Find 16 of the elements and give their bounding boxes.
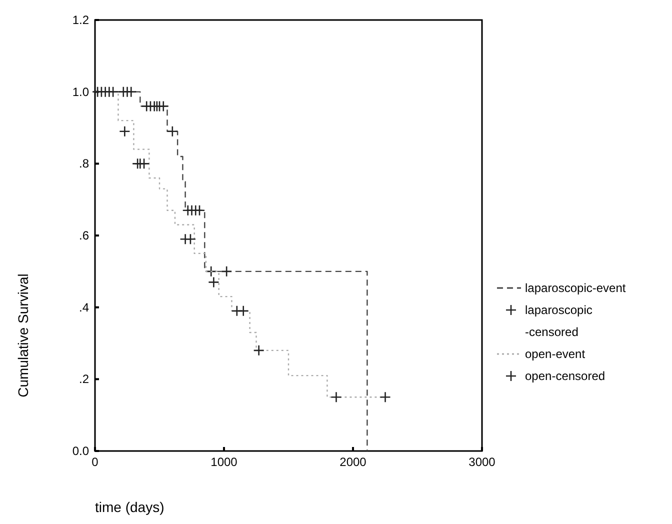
legend-label: open-event	[525, 347, 586, 361]
x-tick-label: 0	[92, 455, 99, 469]
x-tick-label: 1000	[210, 455, 238, 469]
y-tick-label: 1.2	[72, 13, 90, 27]
legend-label: open-censored	[525, 369, 606, 383]
x-tick-label: 2000	[340, 455, 367, 469]
y-tick-label: .4	[78, 300, 90, 314]
legend-label: laparoscopic-event	[525, 281, 626, 295]
y-tick-label: 1.0	[72, 84, 90, 99]
y-axis-title: Cumulative Survival	[15, 274, 31, 398]
y-tick-label: 0.0	[72, 444, 90, 458]
y-tick-label: .6	[78, 228, 90, 242]
y-tick-label: .2	[78, 372, 90, 386]
y-tick-label: .8	[78, 156, 90, 171]
x-axis-title: time (days)	[95, 499, 164, 515]
x-tick-label: 3000	[468, 455, 496, 469]
